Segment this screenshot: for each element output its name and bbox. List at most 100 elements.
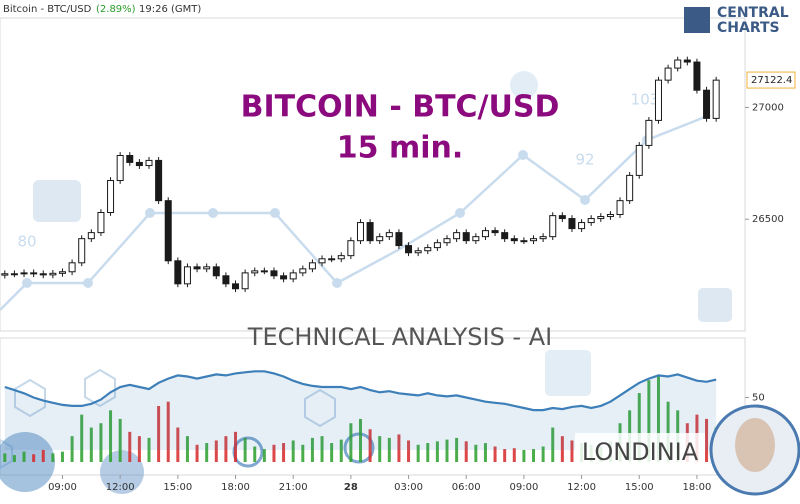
volume-bar xyxy=(51,453,55,462)
change: (2.89%) xyxy=(96,4,136,15)
candle-body xyxy=(366,222,374,242)
volume-bar xyxy=(435,441,439,462)
volume-bar xyxy=(22,451,26,462)
candle-body xyxy=(414,250,422,254)
candle-body xyxy=(712,79,720,119)
volume-bar xyxy=(60,451,64,462)
candle-body xyxy=(587,218,595,224)
volume-bar xyxy=(474,444,478,462)
volume-bar xyxy=(330,443,334,462)
volume-bar xyxy=(666,401,670,462)
volume-bar xyxy=(637,393,641,462)
x-tick-label: 28 xyxy=(344,482,358,493)
volume-bar xyxy=(99,423,103,462)
volume-bar xyxy=(541,446,545,462)
symbol: Bitcoin - BTC/USD xyxy=(3,4,92,15)
volume-bar xyxy=(282,443,286,462)
x-tick-label: 09:00 xyxy=(48,482,77,493)
volume-bar xyxy=(560,436,564,462)
candle-body xyxy=(462,232,470,242)
candle-body xyxy=(280,275,288,280)
candle-body xyxy=(155,159,163,202)
volume-bar xyxy=(368,429,372,462)
candle-body xyxy=(433,242,441,249)
x-tick-label: 15:00 xyxy=(163,482,192,493)
volume-bar xyxy=(397,434,401,462)
candle-body xyxy=(443,238,451,244)
watermark-timeframe: 15 min. xyxy=(337,131,464,166)
candle-body xyxy=(520,240,528,243)
forecast-label: 80 xyxy=(17,233,36,251)
icon xyxy=(232,436,264,468)
candle-body xyxy=(703,89,711,119)
volume-bar xyxy=(243,437,247,462)
volume-bar xyxy=(205,443,209,462)
volume-bar xyxy=(387,437,391,462)
volume-bar xyxy=(445,439,449,462)
last-price-label: 27122.4 xyxy=(751,75,792,86)
candle-body xyxy=(49,272,57,276)
candle-body xyxy=(260,270,268,273)
candle-body xyxy=(30,272,38,275)
plot: 50 09:00 12:00 15:00 18:00 21:00 28 03:00 06:00 0… xyxy=(1,56,796,493)
volume-bar xyxy=(522,449,526,462)
logo-mark xyxy=(684,7,710,33)
icon xyxy=(545,350,591,396)
candle-body xyxy=(212,266,220,277)
logo-text: CENTRAL xyxy=(717,5,789,21)
avatar-face xyxy=(735,418,775,472)
volume-bar xyxy=(224,436,228,462)
volume-bar xyxy=(339,439,343,462)
oscillator-area xyxy=(4,371,717,450)
candle-body xyxy=(549,215,557,238)
volume-bar xyxy=(234,431,238,462)
volume-bar xyxy=(349,423,353,462)
time: 19:26 (GMT) xyxy=(139,4,201,15)
volume-bar xyxy=(272,444,276,462)
volume-bar xyxy=(137,436,141,462)
candle-body xyxy=(558,215,566,220)
x-tick-label: 09:00 xyxy=(509,482,538,493)
volume-bar xyxy=(705,418,709,462)
volume-bar xyxy=(647,380,651,462)
volume-bar xyxy=(128,431,132,462)
candle-body xyxy=(87,232,95,240)
forecast-label: 92 xyxy=(575,151,594,169)
y-tick-label: 50 xyxy=(752,393,765,404)
candle-body xyxy=(645,119,653,146)
volume-bar xyxy=(214,440,218,462)
volume-bar xyxy=(185,436,189,462)
candle-body xyxy=(693,61,701,91)
volume-bar xyxy=(195,444,199,462)
candle-body xyxy=(568,218,576,230)
candle-body xyxy=(251,270,259,274)
candle-body xyxy=(20,272,28,275)
volume-bar xyxy=(656,375,660,462)
candle-body xyxy=(183,266,191,285)
candle-body xyxy=(164,200,172,262)
volume-bar xyxy=(512,448,516,462)
candle-body xyxy=(135,161,143,167)
candle-body xyxy=(491,230,499,234)
forecast-points xyxy=(22,135,652,288)
forecast-label: 103 xyxy=(631,91,660,109)
candle-body xyxy=(58,271,66,274)
candle-body xyxy=(530,238,538,242)
volume-bar xyxy=(12,455,16,462)
candle-body xyxy=(674,59,682,69)
candle-body xyxy=(241,272,249,290)
candle-body xyxy=(318,258,326,264)
volume-bar xyxy=(407,440,411,462)
candle-body xyxy=(145,159,153,167)
volume-bar xyxy=(262,449,266,462)
candle-body xyxy=(174,260,182,285)
candle-body xyxy=(116,154,124,182)
main-panel xyxy=(0,17,746,332)
x-tick-label: 15:00 xyxy=(625,482,654,493)
x-tick-label: 06:00 xyxy=(452,482,481,493)
candle-body xyxy=(683,59,691,63)
y-tick-label: 27000 xyxy=(752,102,784,113)
volume-bar xyxy=(89,427,93,462)
